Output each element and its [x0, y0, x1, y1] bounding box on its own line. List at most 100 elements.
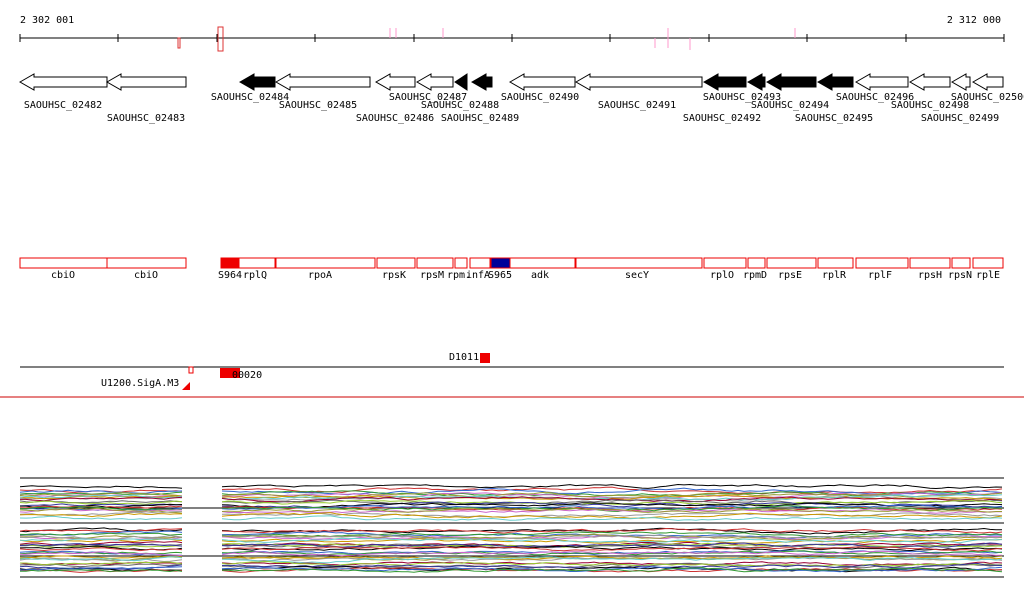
- gene-label: SAOUHSC_02487: [389, 92, 467, 103]
- feature-label: S964: [218, 270, 242, 281]
- feature-box: [416, 257, 454, 269]
- coord-start: 2 302 001: [20, 15, 74, 26]
- feature-box: [909, 257, 951, 269]
- feature-box: [106, 257, 187, 269]
- expression-trace: [221, 527, 1003, 534]
- expression-trace: [19, 492, 183, 497]
- region-mark: [188, 366, 194, 374]
- region-block: [220, 368, 240, 378]
- feature-label: rpsH: [918, 270, 942, 281]
- gene-label: SAOUHSC_02500: [951, 92, 1024, 103]
- expression-trace: [221, 566, 1003, 573]
- feature-label: rpsK: [382, 270, 406, 281]
- gene-arrow: [454, 73, 468, 91]
- expression-trace: [221, 515, 1003, 521]
- gene-label: SAOUHSC_02489: [441, 113, 519, 124]
- expression-trace: [221, 499, 1003, 505]
- expression-trace: [19, 515, 183, 521]
- feature-box: [454, 257, 468, 269]
- gene-arrow: [816, 73, 854, 91]
- expression-trace: [221, 483, 1003, 490]
- gene-label: SAOUHSC_02499: [921, 113, 999, 124]
- feature-label: cbiO: [134, 270, 158, 281]
- expression-trace: [19, 507, 183, 514]
- gene-label: SAOUHSC_02484: [211, 92, 289, 103]
- feature-box: [951, 257, 971, 269]
- gene-arrow: [950, 73, 971, 91]
- feature-box: [238, 257, 276, 269]
- expression-trace: [19, 511, 182, 517]
- expression-trace: [221, 542, 1003, 548]
- expression-trace: [20, 561, 183, 566]
- feature-label: adk: [531, 270, 549, 281]
- feature-label: cbiO: [51, 270, 75, 281]
- feature-label: rpoA: [308, 270, 332, 281]
- expression-trace: [19, 532, 183, 536]
- feature-box: [275, 257, 376, 269]
- expression-trace: [20, 496, 183, 502]
- gene-label: SAOUHSC_02494: [751, 100, 829, 111]
- feature-box: [703, 257, 747, 269]
- feature-box: [19, 257, 108, 269]
- expression-trace: [19, 555, 183, 559]
- expression-trace: [19, 557, 183, 563]
- expression-trace: [221, 505, 1003, 513]
- region-label: U1200.SigA.M3: [101, 378, 179, 389]
- expression-trace: [19, 569, 183, 573]
- feature-label: rpsN: [948, 270, 972, 281]
- feature-box: [376, 257, 416, 269]
- expression-trace: [19, 491, 183, 495]
- feature-label: rplO: [710, 270, 734, 281]
- gene-arrow: [908, 73, 951, 91]
- feature-box: [469, 257, 491, 269]
- expression-trace: [19, 489, 183, 494]
- expression-trace: [221, 534, 1003, 541]
- expression-trace: [221, 560, 1003, 568]
- gene-arrow: [415, 73, 454, 91]
- expression-trace: [19, 505, 183, 511]
- gene-label: SAOUHSC_02488: [421, 100, 499, 111]
- expression-trace: [222, 562, 1003, 569]
- expression-trace: [221, 504, 1003, 511]
- expression-trace: [221, 546, 1003, 552]
- feature-label: rpm.: [447, 270, 471, 281]
- expression-trace: [221, 566, 1003, 573]
- expression-trace: [221, 556, 1003, 564]
- gene-label: SAOUHSC_02485: [279, 100, 357, 111]
- expression-trace: [221, 507, 1002, 514]
- expression-trace: [221, 486, 1003, 495]
- expression-trace: [221, 537, 1003, 544]
- feature-box: [220, 257, 240, 269]
- gene-arrow: [374, 73, 416, 91]
- gene-arrow: [854, 73, 909, 91]
- gene-label: SAOUHSC_02491: [598, 100, 676, 111]
- ruler-marks: [177, 26, 796, 52]
- expression-trace: [19, 543, 183, 547]
- feature-label: secY: [625, 270, 649, 281]
- feature-box: [972, 257, 1004, 269]
- gene-arrow: [470, 73, 493, 91]
- feature-label: rpsM: [420, 270, 444, 281]
- region-label: 00020: [232, 370, 262, 381]
- expression-trace: [221, 545, 1003, 552]
- expression-trace: [19, 494, 183, 499]
- gene-label: SAOUHSC_02483: [107, 113, 185, 124]
- expression-trace: [19, 503, 183, 507]
- feature-label: S965: [488, 270, 512, 281]
- expression-trace: [19, 563, 183, 568]
- expression-trace: [19, 528, 183, 533]
- expression-trace: [221, 499, 1003, 506]
- gene-label: SAOUHSC_02492: [683, 113, 761, 124]
- feature-label: rpmD: [743, 270, 767, 281]
- expression-trace: [19, 512, 183, 518]
- expression-trace: [19, 538, 183, 542]
- gene-label: SAOUHSC_02486: [356, 113, 434, 124]
- gene-arrow: [574, 73, 703, 91]
- gene-arrow: [274, 73, 371, 91]
- region-label: D1011: [449, 352, 479, 363]
- feature-box: [855, 257, 909, 269]
- gene-label: SAOUHSC_02493: [703, 92, 781, 103]
- gene-arrow: [238, 73, 276, 91]
- gene-label: SAOUHSC_02496: [836, 92, 914, 103]
